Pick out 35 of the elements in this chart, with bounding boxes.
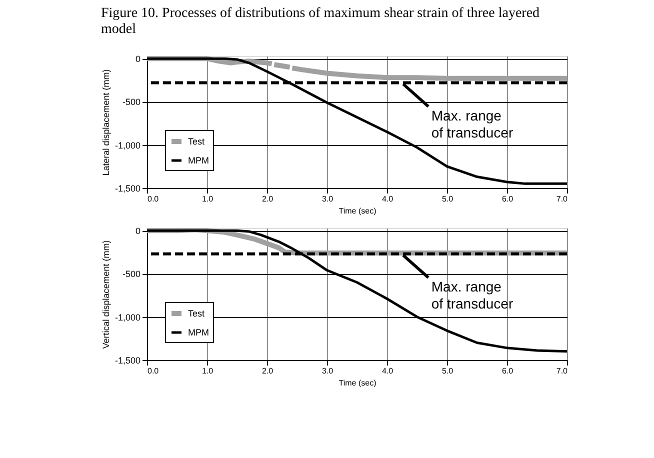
ref-line-label: Max. range of transducer (431, 108, 514, 141)
x-tick-label: 7.0 (556, 366, 568, 376)
x-tick-label: 5.0 (442, 366, 454, 376)
y-tick-label: -1,500 (114, 356, 140, 366)
x-tick-label: 1.0 (202, 366, 214, 376)
y-axis-title: Vertical displacement (mm) (100, 240, 111, 349)
y-tick-label: -1,500 (114, 184, 140, 194)
y-tick-label: -1,000 (114, 312, 140, 322)
x-tick-label: 6.0 (502, 194, 514, 204)
legend-label: Test (188, 136, 206, 146)
legend-label: MPM (188, 156, 209, 166)
y-tick-label: -1,000 (114, 140, 140, 150)
y-tick-label: -500 (122, 269, 140, 280)
x-tick-label: 7.0 (556, 194, 568, 204)
x-tick-label: 0.0 (148, 194, 160, 204)
y-tick-label: -500 (122, 97, 140, 108)
x-tick-label: 0.0 (148, 366, 160, 376)
x-tick-label: 2.0 (262, 194, 274, 204)
x-tick-label: 6.0 (502, 366, 514, 376)
x-axis-title: Time (sec) (338, 206, 377, 216)
x-axis-title: Time (sec) (338, 378, 377, 388)
ref-line-label: Max. range of transducer (431, 278, 514, 312)
x-tick-label: 1.0 (202, 194, 214, 204)
x-tick-label: 3.0 (322, 194, 334, 204)
y-tick-label: 0 (135, 54, 140, 64)
x-tick-label: 2.0 (262, 366, 274, 376)
x-tick-label: 3.0 (322, 366, 334, 376)
y-axis-title: Lateral displacement (mm) (100, 69, 111, 176)
chart-title: Figure 10. Processes of distributions of maximum shear strain of three layered model (100, 6, 540, 38)
legend-label: Test (188, 308, 206, 318)
x-tick-label: 4.0 (382, 366, 394, 376)
legend-label: MPM (188, 328, 209, 338)
x-tick-label: 4.0 (382, 194, 394, 204)
x-tick-label: 5.0 (442, 194, 454, 204)
y-tick-label: 0 (135, 226, 140, 236)
